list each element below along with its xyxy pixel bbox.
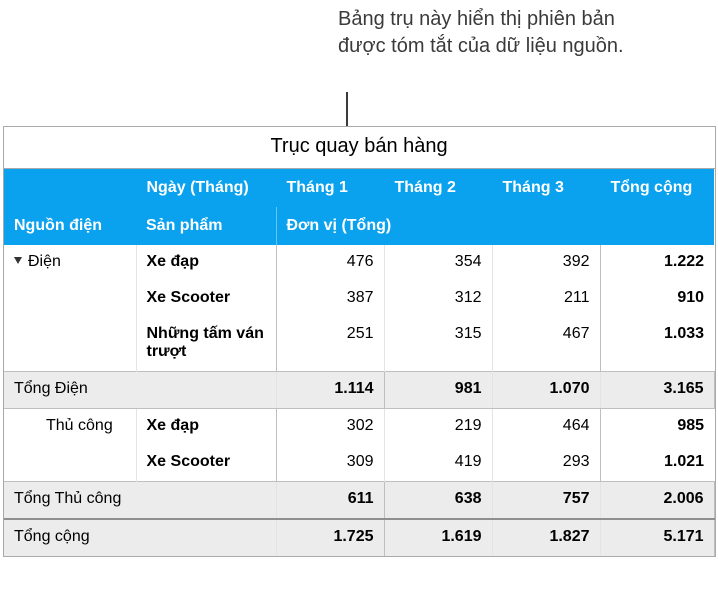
pivot-table: Trục quay bán hàngNgày (Tháng)Tháng 1Thá…: [4, 127, 715, 556]
data-cell: 293: [492, 445, 600, 482]
data-cell: 315: [384, 317, 492, 372]
product-label: Xe Scooter: [136, 445, 276, 482]
grand-cell: 1.827: [492, 519, 600, 556]
product-label: Xe Scooter: [136, 281, 276, 317]
product-label: Xe đạp: [136, 409, 276, 446]
data-cell: 354: [384, 245, 492, 281]
month-header-1: Tháng 1: [276, 169, 384, 208]
data-cell: 392: [492, 245, 600, 281]
product-label: Xe đạp: [136, 245, 276, 281]
subtotal-total: 3.165: [600, 372, 714, 409]
group-name-0[interactable]: Điện: [4, 245, 136, 281]
subtotal-cell: 638: [384, 482, 492, 520]
subtotal-cell: 1.114: [276, 372, 384, 409]
subtotal-total: 2.006: [600, 482, 714, 520]
row-total: 1.021: [600, 445, 714, 482]
month-header-3: Tháng 3: [492, 169, 600, 208]
column-field-label: Ngày (Tháng): [136, 169, 276, 208]
subtotal-label-1: Tổng Thủ công: [4, 482, 276, 520]
data-cell: 302: [276, 409, 384, 446]
row-field-1: Nguồn điện: [4, 207, 136, 245]
disclosure-down-icon[interactable]: [14, 257, 22, 264]
callout-leader-line: [346, 92, 348, 126]
grand-total: 5.171: [600, 519, 714, 556]
grand-cell: 1.725: [276, 519, 384, 556]
callout-text: Bảng trụ này hiển thị phiên bản được tóm…: [338, 6, 658, 60]
product-label: Những tấm ván trượt: [136, 317, 276, 372]
subtotal-cell: 757: [492, 482, 600, 520]
row-total: 1.222: [600, 245, 714, 281]
pivot-table-container: Trục quay bán hàngNgày (Tháng)Tháng 1Thá…: [3, 126, 716, 557]
row-total: 910: [600, 281, 714, 317]
data-cell: 476: [276, 245, 384, 281]
header-blank-2: [600, 207, 714, 245]
data-cell: 464: [492, 409, 600, 446]
group-name-blank: [4, 445, 136, 482]
subtotal-label-0: Tổng Điện: [4, 372, 276, 409]
data-cell: 467: [492, 317, 600, 372]
header-blank: [4, 169, 136, 208]
month-header-2: Tháng 2: [384, 169, 492, 208]
total-header: Tổng cộng: [600, 169, 714, 208]
data-cell: 312: [384, 281, 492, 317]
subtotal-cell: 611: [276, 482, 384, 520]
group-name-1[interactable]: Thủ công: [4, 409, 136, 446]
group-name-blank: [4, 317, 136, 372]
data-cell: 387: [276, 281, 384, 317]
subtotal-cell: 1.070: [492, 372, 600, 409]
grand-total-label: Tổng cộng: [4, 519, 276, 556]
group-name-blank: [4, 281, 136, 317]
pivot-title: Trục quay bán hàng: [4, 127, 714, 169]
data-cell: 309: [276, 445, 384, 482]
data-cell: 251: [276, 317, 384, 372]
row-total: 985: [600, 409, 714, 446]
subtotal-cell: 981: [384, 372, 492, 409]
row-field-2: Sản phẩm: [136, 207, 276, 245]
row-total: 1.033: [600, 317, 714, 372]
data-cell: 419: [384, 445, 492, 482]
grand-cell: 1.619: [384, 519, 492, 556]
value-field-label: Đơn vị (Tổng): [276, 207, 600, 245]
data-cell: 211: [492, 281, 600, 317]
data-cell: 219: [384, 409, 492, 446]
